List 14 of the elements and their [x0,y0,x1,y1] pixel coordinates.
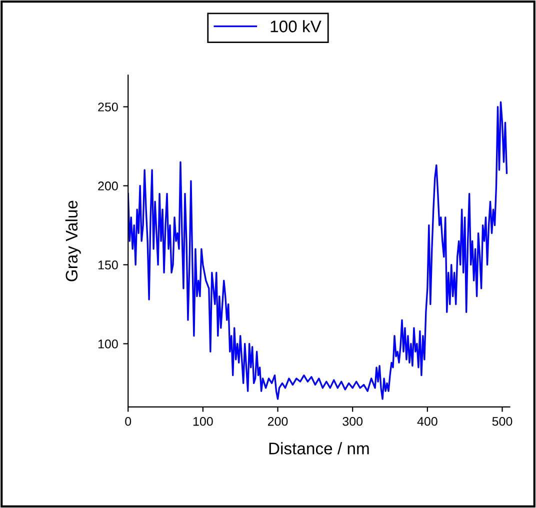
legend-label: 100 kV [270,20,322,32]
y-tick-label: 250 [98,102,118,112]
x-tick-label: 200 [268,416,288,426]
y-tick-label: 100 [98,340,118,348]
x-tick-label: 400 [417,416,438,426]
y-tick-label: 150 [98,260,118,270]
y-axis-title: Gray Value [65,200,81,282]
line-series [128,101,508,400]
y-tick-label: 200 [98,182,118,190]
x-tick-label: 300 [342,416,363,426]
x-tick-label: 0 [125,416,132,426]
x-tick-label: 500 [492,416,512,426]
x-tick-label: 100 [193,416,213,426]
x-axis-title: Distance / nm [269,442,369,454]
